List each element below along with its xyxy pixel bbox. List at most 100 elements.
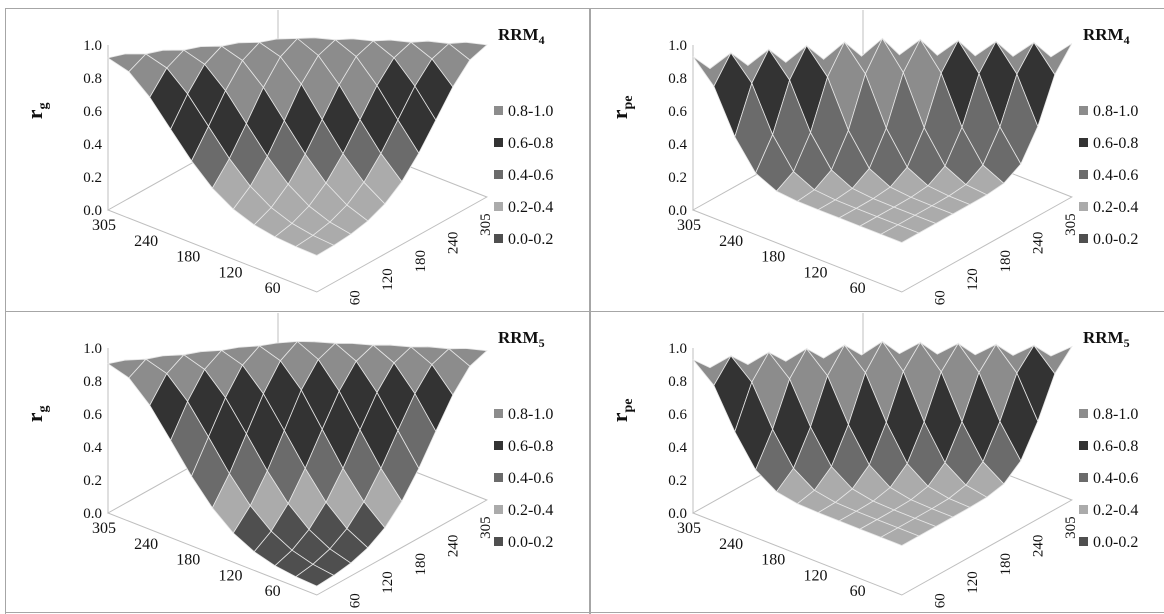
- chart-title-main: RRM: [1083, 328, 1124, 347]
- chart-panel-top-left: 1.00.80.60.40.20.0rg30524018012060660120…: [22, 10, 553, 305]
- z-tick-label: 0.8: [668, 374, 687, 390]
- legend-swatch: [1079, 170, 1088, 179]
- right-axis-tick-label: 60: [347, 593, 363, 608]
- right-axis-tick-label: 120: [380, 268, 396, 291]
- right-axis-tick-label: 305: [1063, 213, 1079, 236]
- right-axis-tick-label: 240: [446, 232, 462, 255]
- legend-swatch: [1079, 537, 1088, 546]
- legend-swatch: [494, 106, 503, 115]
- frame-middle-horizontal: [5, 311, 1164, 312]
- chart-panel-bottom-right: 1.00.80.60.40.20.0rpe3052401801206066012…: [607, 313, 1138, 608]
- chart-title-sub: 4: [539, 33, 545, 47]
- y-axis-label-main: r: [607, 109, 632, 119]
- z-tick-label: 0.6: [83, 104, 102, 120]
- legend-swatch: [494, 537, 503, 546]
- left-axis-tick-label: 120: [803, 567, 827, 584]
- legend-swatch: [494, 202, 503, 211]
- legend-swatch: [1079, 138, 1088, 147]
- z-tick-label: 0.0: [83, 203, 102, 219]
- legend-swatch: [494, 138, 503, 147]
- frame-bottom: [5, 612, 1164, 613]
- right-axis-tick-label: 180: [413, 250, 429, 273]
- legend-label: 0.8-1.0: [508, 103, 553, 120]
- z-tick-label: 0.2: [668, 170, 687, 186]
- left-axis-tick-label: 305: [92, 217, 116, 234]
- left-axis-tick-label: 305: [677, 520, 701, 537]
- legend-label: 0.6-0.8: [1093, 135, 1138, 152]
- z-tick-label: 0.2: [668, 473, 687, 489]
- right-axis-tick-label: 120: [965, 268, 981, 291]
- legend-label: 0.4-0.6: [508, 470, 553, 487]
- y-axis-label-sub: pe: [621, 95, 636, 109]
- legend-label: 0.6-0.8: [1093, 438, 1138, 455]
- z-tick-label: 0.6: [83, 407, 102, 423]
- y-axis-label: rpe: [607, 398, 636, 422]
- legend-swatch: [494, 234, 503, 243]
- right-axis-tick-label: 180: [998, 250, 1014, 273]
- left-axis-tick-label: 60: [265, 583, 281, 600]
- right-axis-tick-label: 180: [998, 553, 1014, 576]
- chart-title: RRM5: [498, 328, 545, 350]
- surface-cell: [295, 563, 335, 587]
- chart-title-main: RRM: [498, 328, 539, 347]
- legend-label: 0.0-0.2: [1093, 534, 1138, 551]
- legend-label: 0.0-0.2: [508, 534, 553, 551]
- z-tick-label: 0.0: [83, 506, 102, 522]
- z-tick-label: 0.8: [83, 71, 102, 87]
- y-axis-label: rg: [22, 405, 51, 422]
- z-tick-label: 1.0: [668, 38, 687, 54]
- left-axis-tick-label: 240: [719, 536, 743, 553]
- chart-title-sub: 5: [539, 336, 545, 350]
- right-axis-tick-label: 180: [413, 553, 429, 576]
- left-axis-tick-label: 120: [803, 264, 827, 281]
- legend-swatch: [1079, 202, 1088, 211]
- legend-swatch: [494, 505, 503, 514]
- surface-cell: [879, 224, 920, 243]
- legend-swatch: [1079, 473, 1088, 482]
- surface-cell: [295, 234, 335, 256]
- right-axis-tick-label: 60: [932, 593, 948, 608]
- left-axis-tick-label: 240: [134, 233, 158, 250]
- y-axis-label: rpe: [607, 95, 636, 119]
- frame-top: [5, 8, 1164, 9]
- chart-title-main: RRM: [498, 25, 539, 44]
- surface-cell: [879, 527, 920, 546]
- left-axis-tick-label: 180: [176, 552, 200, 569]
- legend-label: 0.6-0.8: [508, 438, 553, 455]
- left-axis-tick-label: 305: [92, 520, 116, 537]
- z-tick-label: 0.4: [668, 137, 687, 153]
- z-tick-label: 0.2: [83, 473, 102, 489]
- legend-swatch: [494, 170, 503, 179]
- legend-label: 0.0-0.2: [508, 231, 553, 248]
- legend-label: 0.2-0.4: [1093, 199, 1138, 216]
- z-tick-label: 0.8: [668, 71, 687, 87]
- legend-label: 0.2-0.4: [1093, 502, 1138, 519]
- chart-panel-bottom-left: 1.00.80.60.40.20.0rg30524018012060660120…: [22, 313, 553, 608]
- legend-label: 0.2-0.4: [508, 199, 553, 216]
- left-axis-tick-label: 60: [265, 280, 281, 297]
- left-axis-tick-label: 180: [761, 552, 785, 569]
- y-axis-label-sub: g: [36, 405, 51, 412]
- left-axis-tick-label: 240: [134, 536, 158, 553]
- legend-swatch: [494, 409, 503, 418]
- z-tick-label: 0.0: [668, 203, 687, 219]
- legend-label: 0.4-0.6: [1093, 167, 1138, 184]
- chart-title-sub: 5: [1124, 336, 1130, 350]
- z-tick-label: 1.0: [83, 341, 102, 357]
- y-axis-label-sub: pe: [621, 398, 636, 412]
- chart-title-sub: 4: [1124, 33, 1130, 47]
- left-axis-tick-label: 60: [850, 280, 866, 297]
- y-axis-label-main: r: [22, 412, 47, 422]
- z-tick-label: 1.0: [668, 341, 687, 357]
- z-tick-label: 0.8: [83, 374, 102, 390]
- right-axis-tick-label: 240: [1031, 535, 1047, 558]
- z-tick-label: 0.6: [668, 104, 687, 120]
- right-axis-tick-label: 305: [1063, 516, 1079, 539]
- right-axis-tick-label: 60: [347, 290, 363, 305]
- left-axis-tick-label: 180: [176, 249, 200, 266]
- y-axis-label-sub: g: [36, 102, 51, 109]
- z-tick-label: 0.4: [668, 440, 687, 456]
- left-axis-tick-label: 240: [719, 233, 743, 250]
- right-axis-tick-label: 240: [446, 535, 462, 558]
- left-axis-tick-label: 120: [218, 264, 242, 281]
